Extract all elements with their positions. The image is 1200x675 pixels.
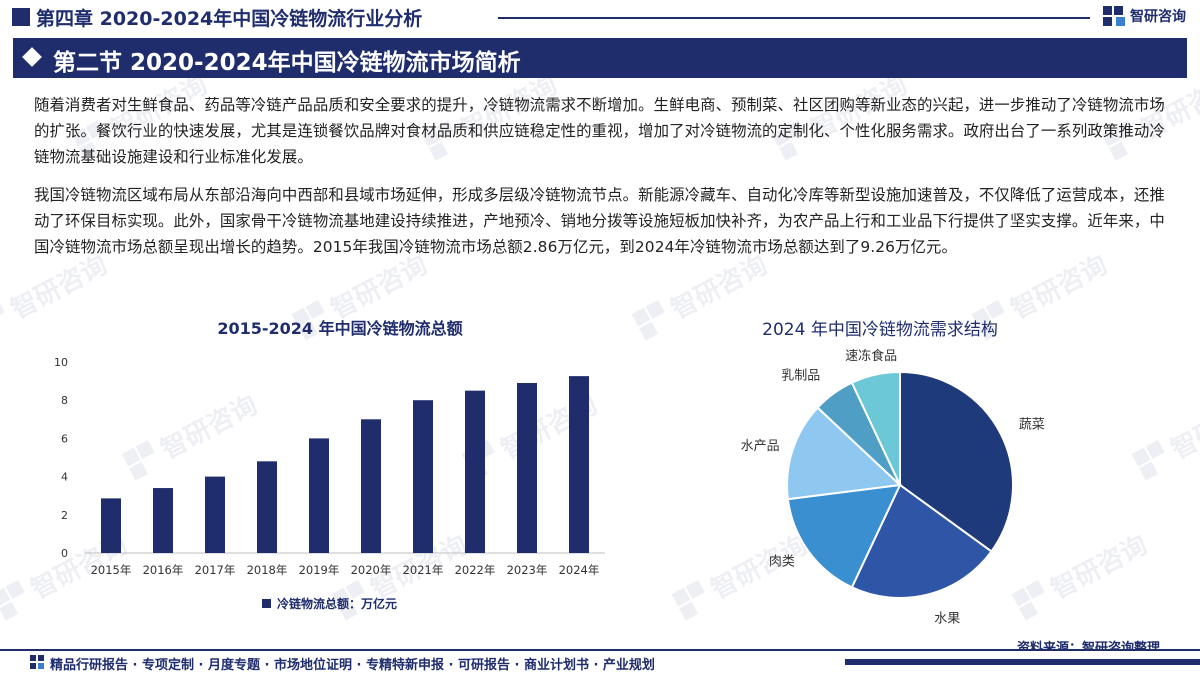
pie-slice bbox=[899, 370, 1014, 553]
legend-label: 冷链物流总额：万亿元 bbox=[277, 597, 398, 611]
section-banner: 第二节 2020-2024年中国冷链物流市场简析 bbox=[13, 38, 1187, 78]
bar bbox=[309, 438, 329, 553]
pie-slice-label: 水产品 bbox=[741, 439, 780, 454]
bar bbox=[205, 476, 225, 553]
y-tick-label: 0 bbox=[61, 547, 68, 560]
intro-paragraph: 随着消费者对生鲜食品、药品等冷链产品品质和安全要求的提升，冷链物流需求不断增加。… bbox=[34, 96, 1165, 166]
bar bbox=[413, 400, 433, 553]
x-tick-label: 2015年 bbox=[91, 563, 132, 577]
header-rule bbox=[498, 17, 1090, 19]
pie-slice-label: 乳制品 bbox=[781, 368, 820, 383]
pie-slice bbox=[786, 483, 902, 589]
diamond-icon bbox=[22, 47, 42, 67]
top-header: 第四章 2020-2024年中国冷链物流行业分析 智研咨询 bbox=[0, 0, 1200, 34]
market-paragraph: 我国冷链物流区域布局从东部沿海向中西部和县域市场延伸，形成多层级冷链物流节点。新… bbox=[34, 186, 1165, 256]
legend-swatch bbox=[262, 599, 271, 608]
bar bbox=[361, 419, 381, 553]
pie-slice-label: 蔬菜 bbox=[1019, 417, 1045, 432]
svg-text:智研咨询: 智研咨询 bbox=[6, 249, 112, 325]
footer-services: 精品行研报告 · 专项定制 · 月度专题 · 市场地位证明 · 专精特新申报 ·… bbox=[50, 658, 655, 673]
y-tick-label: 8 bbox=[61, 394, 68, 407]
pie-slice bbox=[850, 370, 901, 486]
footer: 精品行研报告 · 专项定制 · 月度专题 · 市场地位证明 · 专精特新申报 ·… bbox=[0, 649, 1200, 675]
x-tick-label: 2021年 bbox=[403, 563, 444, 577]
x-tick-label: 2019年 bbox=[299, 563, 340, 577]
watermark-mark: 智研咨询 bbox=[1131, 389, 1200, 481]
bar bbox=[569, 376, 589, 553]
x-tick-label: 2022年 bbox=[455, 563, 496, 577]
y-tick-label: 4 bbox=[61, 471, 68, 484]
y-tick-label: 10 bbox=[54, 356, 68, 369]
y-tick-label: 2 bbox=[61, 509, 68, 522]
svg-text:智研咨询: 智研咨询 bbox=[326, 249, 432, 325]
pie-slice-label: 速冻食品 bbox=[845, 348, 897, 364]
x-tick-label: 2017年 bbox=[195, 563, 236, 577]
brand-logo-icon bbox=[1103, 6, 1125, 26]
bar-chart-title: 2015-2024 年中国冷链物流总额 bbox=[217, 319, 463, 338]
x-tick-label: 2020年 bbox=[351, 563, 392, 577]
chapter-title: 第四章 2020-2024年中国冷链物流行业分析 bbox=[36, 8, 423, 30]
bar-chart-legend: 冷链物流总额：万亿元 bbox=[262, 595, 397, 612]
pie-slice bbox=[786, 406, 903, 501]
pie-slice-label: 肉类 bbox=[769, 554, 795, 569]
pie-chart-title: 2024 年中国冷链物流需求结构 bbox=[762, 320, 998, 340]
footer-logo-icon bbox=[30, 655, 44, 669]
svg-text:智研咨询: 智研咨询 bbox=[1006, 249, 1112, 325]
footer-rule bbox=[0, 649, 1200, 651]
y-tick-label: 6 bbox=[61, 432, 68, 445]
x-tick-label: 2016年 bbox=[143, 563, 184, 577]
bar bbox=[465, 390, 485, 553]
pie-slice-label: 水果 bbox=[934, 612, 960, 627]
svg-text:智研咨询: 智研咨询 bbox=[1166, 389, 1200, 465]
x-tick-label: 2023年 bbox=[507, 563, 548, 577]
brand-logo: 智研咨询 bbox=[1103, 6, 1186, 26]
svg-text:智研咨询: 智研咨询 bbox=[666, 249, 772, 325]
x-tick-label: 2018年 bbox=[247, 563, 288, 577]
section-title: 第二节 2020-2024年中国冷链物流市场简析 bbox=[53, 50, 521, 76]
watermark-mark: 智研咨询 bbox=[0, 249, 112, 325]
bar bbox=[153, 488, 173, 553]
bar bbox=[101, 498, 121, 553]
x-tick-label: 2024年 bbox=[559, 563, 600, 577]
chapter-square-icon bbox=[12, 8, 30, 26]
bar-chart: 0 2 4 6 8 10 2015年 2016年 2017年 2018年 2019年 2020年 202… bbox=[54, 356, 605, 577]
brand-logo-text: 智研咨询 bbox=[1130, 9, 1186, 25]
bar bbox=[257, 461, 277, 553]
footer-accent-bar bbox=[845, 659, 1200, 665]
bar bbox=[517, 383, 537, 553]
